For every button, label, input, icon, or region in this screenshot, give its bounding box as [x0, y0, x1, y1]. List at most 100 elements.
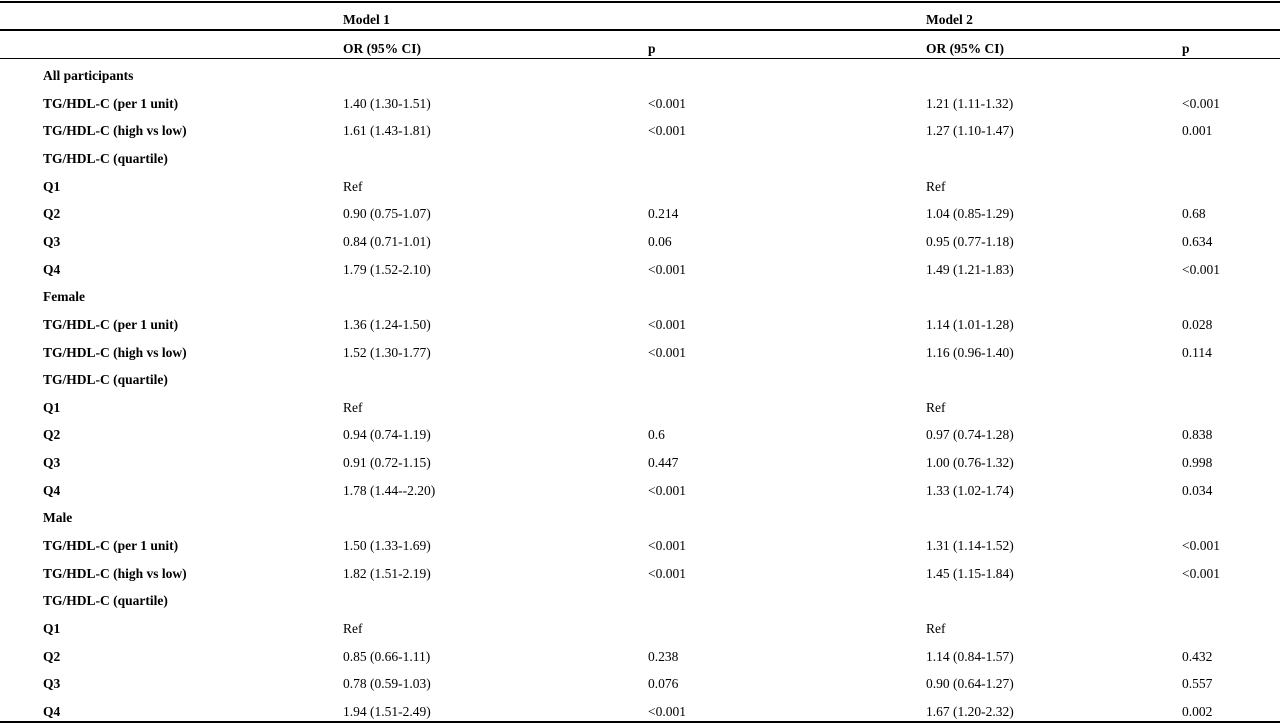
cell: 1.14 (0.84-1.57): [926, 648, 1014, 664]
cell: 0.028: [1182, 316, 1213, 332]
cell: 0.06: [648, 233, 672, 249]
cell: 0.114: [1182, 344, 1212, 360]
row-label: TG/HDL-C (per 1 unit): [43, 95, 179, 111]
cell: 0.076: [648, 676, 679, 692]
cell: <0.001: [648, 261, 686, 277]
bottom-rule: [0, 721, 1280, 723]
cell: 1.94 (1.51-2.49): [343, 703, 431, 719]
row-label: Q2: [43, 206, 61, 222]
cell: 0.78 (0.59-1.03): [343, 676, 431, 692]
row-label: Q3: [43, 676, 61, 692]
row-label: Q2: [43, 648, 61, 664]
model-header: Model 1: [343, 12, 390, 27]
cell: <0.001: [1182, 565, 1220, 581]
row-label: Q1: [43, 621, 61, 636]
cell: 1.36 (1.24-1.50): [343, 316, 431, 332]
cell: <0.001: [648, 344, 686, 360]
row-label: All participants: [43, 68, 134, 83]
cell: <0.001: [1182, 95, 1220, 111]
cell: 1.40 (1.30-1.51): [343, 95, 431, 111]
cell: 0.447: [648, 455, 679, 471]
cell: 0.838: [1182, 427, 1213, 443]
cell: 0.557: [1182, 676, 1213, 692]
row-label: Q2: [43, 427, 61, 443]
column-header: p: [648, 41, 656, 56]
cell: 0.68: [1182, 206, 1206, 222]
cell: <0.001: [648, 538, 686, 554]
cell: Ref: [926, 621, 946, 636]
cell: Ref: [926, 399, 946, 415]
row-label: Q3: [43, 455, 61, 471]
cell: 0.001: [1182, 123, 1213, 139]
row-label: TG/HDL-C (per 1 unit): [43, 316, 179, 332]
cell: <0.001: [648, 95, 686, 111]
cell: 0.94 (0.74-1.19): [343, 427, 431, 443]
row-label: Q4: [43, 703, 61, 719]
row-label: Q4: [43, 482, 61, 498]
cell: Ref: [343, 399, 363, 415]
cell: 0.85 (0.66-1.11): [343, 648, 431, 664]
row-label: Q1: [43, 178, 61, 194]
cell: 1.50 (1.33-1.69): [343, 538, 431, 554]
cell: Ref: [343, 178, 363, 194]
cell: 1.33 (1.02-1.74): [926, 482, 1014, 498]
cell: <0.001: [648, 565, 686, 581]
top-rule: [0, 1, 1280, 3]
cell: 1.14 (1.01-1.28): [926, 316, 1014, 332]
cell: <0.001: [1182, 538, 1220, 554]
row-label: Q3: [43, 233, 61, 249]
row-label: TG/HDL-C (quartile): [43, 372, 168, 388]
cell: 0.84 (0.71-1.01): [343, 233, 431, 249]
cell: 1.52 (1.30-1.77): [343, 344, 431, 360]
model-rule: [0, 29, 1280, 31]
cell: 1.00 (0.76-1.32): [926, 455, 1014, 471]
column-header: OR (95% CI): [926, 41, 1004, 56]
row-label: TG/HDL-C (high vs low): [43, 565, 187, 581]
cell: 0.214: [648, 206, 679, 222]
cell: <0.001: [1182, 261, 1220, 277]
cell: 0.97 (0.74-1.28): [926, 427, 1014, 443]
cell: 0.95 (0.77-1.18): [926, 233, 1014, 249]
row-label: Male: [43, 510, 73, 526]
header-rule: [0, 58, 1280, 59]
cell: <0.001: [648, 316, 686, 332]
cell: 1.04 (0.85-1.29): [926, 206, 1014, 222]
model-header: Model 2: [926, 12, 973, 27]
row-label: Q4: [43, 261, 61, 277]
cell: 0.238: [648, 648, 679, 664]
row-label: TG/HDL-C (per 1 unit): [43, 538, 179, 554]
cell: 1.49 (1.21-1.83): [926, 261, 1014, 277]
cell: 1.31 (1.14-1.52): [926, 538, 1014, 554]
cell: 0.91 (0.72-1.15): [343, 455, 431, 471]
cell: Ref: [926, 178, 946, 194]
cell: 0.90 (0.64-1.27): [926, 676, 1014, 692]
cell: 1.78 (1.44--2.20): [343, 482, 436, 498]
row-label: TG/HDL-C (quartile): [43, 593, 168, 609]
cell: 1.61 (1.43-1.81): [343, 123, 431, 139]
cell: 0.90 (0.75-1.07): [343, 206, 431, 222]
cell: 1.45 (1.15-1.84): [926, 565, 1014, 581]
cell: 0.634: [1182, 233, 1213, 249]
cell: 1.82 (1.51-2.19): [343, 565, 431, 581]
cell: 1.79 (1.52-2.10): [343, 261, 431, 277]
cell: 0.432: [1182, 648, 1213, 664]
cell: Ref: [343, 621, 363, 636]
cell: 0.034: [1182, 482, 1213, 498]
row-label: TG/HDL-C (high vs low): [43, 344, 187, 360]
cell: 0.002: [1182, 703, 1213, 719]
cell: 1.67 (1.20-2.32): [926, 703, 1014, 719]
cell: 1.21 (1.11-1.32): [926, 95, 1014, 111]
cell: 0.998: [1182, 455, 1213, 471]
cell: <0.001: [648, 123, 686, 139]
cell: <0.001: [648, 703, 686, 719]
cell: 1.16 (0.96-1.40): [926, 344, 1014, 360]
cell: <0.001: [648, 482, 686, 498]
cell: 1.27 (1.10-1.47): [926, 123, 1014, 139]
row-label: Female: [43, 289, 85, 305]
column-header: OR (95% CI): [343, 41, 421, 56]
row-label: TG/HDL-C (high vs low): [43, 123, 187, 139]
row-label: Q1: [43, 399, 61, 415]
row-label: TG/HDL-C (quartile): [43, 150, 168, 166]
cell: 0.6: [648, 427, 665, 443]
